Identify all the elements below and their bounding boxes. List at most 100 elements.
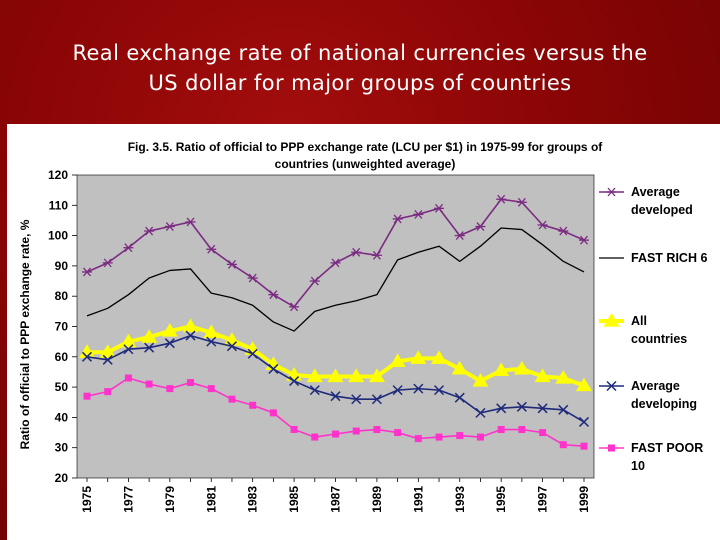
marker-triangle: [203, 324, 220, 339]
marker-square: [83, 392, 91, 400]
marker-x-stroke: [144, 342, 155, 353]
marker-square: [559, 441, 567, 449]
y-tick-label: 120: [48, 168, 68, 182]
marker-asterisk-stroke: [497, 194, 506, 204]
marker-triangle: [306, 368, 323, 383]
y-tick-label: 60: [55, 350, 69, 364]
y-tick-label: 110: [49, 198, 69, 212]
marker-triangle: [534, 368, 551, 383]
marker-x-stroke: [206, 336, 217, 347]
legend-item: All countries: [599, 313, 687, 346]
marker-square: [228, 395, 236, 403]
marker-asterisk-stroke: [393, 214, 402, 224]
marker-triangle: [161, 323, 178, 337]
marker-asterisk-stroke: [310, 276, 319, 286]
marker-triangle: [141, 329, 158, 343]
marker-triangle: [389, 353, 406, 367]
marker-asterisk-stroke: [455, 231, 464, 241]
x-tick-label: 1999: [577, 486, 591, 513]
marker-triangle: [493, 362, 510, 377]
marker-square: [290, 426, 298, 434]
marker-triangle: [431, 350, 448, 364]
marker-x-stroke: [102, 354, 113, 365]
marker-square: [539, 429, 547, 437]
marker-square: [497, 426, 505, 434]
marker-asterisk-stroke: [186, 217, 195, 227]
marker-square: [518, 426, 526, 434]
x-tick-label: 1995: [494, 486, 508, 513]
marker-asterisk-stroke: [248, 273, 257, 283]
legend-item: FAST POOR 10: [599, 441, 703, 473]
marker-x-stroke: [413, 383, 424, 394]
x-tick-label: 1987: [329, 486, 343, 513]
legend-label: FAST POOR: [631, 441, 703, 455]
marker-asterisk-stroke: [352, 247, 361, 257]
legend-item: Average developed: [599, 185, 693, 217]
marker-asterisk-stroke: [290, 302, 299, 312]
marker-asterisk-stroke: [476, 222, 485, 231]
legend-label: Average: [631, 185, 680, 199]
slide-title-line-2: US dollar for major groups of countries: [148, 71, 572, 95]
marker-asterisk-stroke: [538, 220, 547, 230]
y-tick-label: 90: [55, 259, 69, 273]
marker-asterisk-stroke: [517, 197, 526, 207]
marker-square: [608, 444, 615, 452]
marker-square: [269, 409, 277, 417]
marker-x-stroke: [606, 380, 617, 392]
x-axis: 1975 1977 1979 1981 1983 1985 1987 1989 1991 1993…: [80, 478, 591, 513]
marker-x-stroke: [558, 404, 569, 415]
marker-x-stroke: [185, 330, 196, 341]
marker-square: [435, 433, 443, 441]
slide-title-line-1: Real exchange rate of national currencie…: [72, 41, 648, 65]
marker-triangle: [603, 313, 620, 327]
y-tick-label: 70: [55, 320, 69, 334]
y-tick-label: 50: [55, 380, 69, 394]
line-chart: Fig. 3.5. Ratio of official to PPP excha…: [18, 140, 707, 513]
legend-label: developing: [631, 397, 697, 411]
x-tick-label: 1991: [411, 486, 425, 513]
series-fast-rich-6: [86, 227, 585, 332]
marker-x-stroke: [496, 403, 507, 414]
series-fast-poor-10: [83, 374, 588, 450]
marker-asterisk-stroke: [145, 226, 154, 236]
marker-asterisk-stroke: [227, 259, 236, 269]
slide-title: Real exchange rate of national currencie…: [0, 38, 720, 98]
series-average-developed: [82, 194, 589, 312]
x-tick-label: 1985: [287, 486, 301, 513]
marker-x-stroke: [516, 401, 527, 412]
marker-square: [332, 430, 339, 438]
marker-x-stroke: [309, 385, 320, 396]
marker-x-stroke: [81, 351, 93, 362]
marker-square: [394, 429, 402, 437]
marker-x-stroke: [351, 394, 362, 405]
marker-x-stroke: [454, 392, 465, 403]
series-average-developing: [81, 330, 590, 427]
marker-x-stroke: [392, 385, 403, 396]
x-tick-label: 1997: [536, 486, 550, 513]
series-layer: [79, 194, 592, 450]
marker-asterisk-stroke: [269, 290, 278, 300]
marker-x-stroke: [537, 403, 548, 414]
legend-label: developed: [631, 203, 693, 217]
marker-x-stroke: [226, 341, 237, 352]
marker-x-stroke: [475, 407, 486, 418]
chart-title-line-1: Fig. 3.5. Ratio of official to PPP excha…: [128, 140, 604, 154]
marker-square: [352, 427, 360, 435]
legend-label: All: [631, 314, 647, 328]
marker-triangle: [368, 368, 385, 383]
legend-label: countries: [631, 332, 687, 346]
x-tick-label: 1979: [163, 486, 177, 513]
y-tick-label: 30: [55, 441, 69, 455]
marker-x-stroke: [123, 344, 134, 355]
marker-asterisk-stroke: [414, 209, 423, 219]
legend-item: FAST RICH 6: [599, 251, 707, 265]
legend-label: Average: [631, 379, 680, 393]
marker-square: [187, 379, 195, 387]
marker-x-stroke: [289, 376, 300, 387]
marker-asterisk-stroke: [607, 187, 616, 197]
marker-triangle: [99, 344, 116, 358]
marker-x-stroke: [330, 391, 341, 402]
marker-triangle: [472, 373, 489, 387]
marker-asterisk-stroke: [124, 243, 133, 253]
